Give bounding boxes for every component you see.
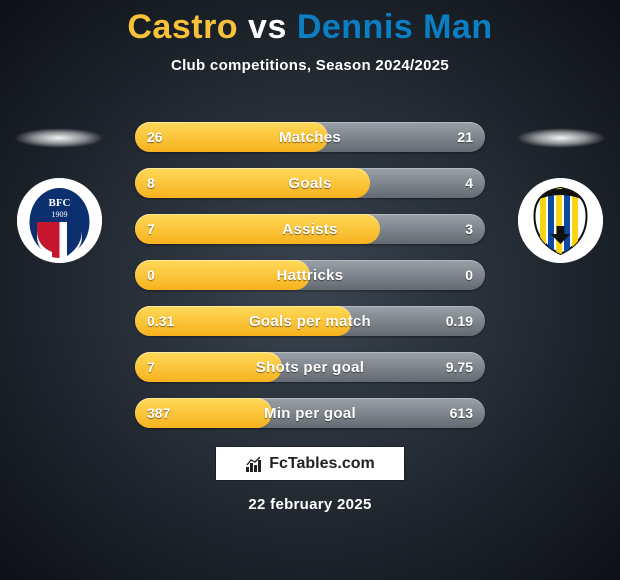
svg-text:BFC: BFC	[49, 197, 71, 209]
stat-right-value: 9.75	[446, 352, 473, 382]
stat-row: 8 Goals 4	[135, 168, 485, 198]
stat-fill	[135, 214, 380, 244]
stat-label: Matches	[279, 129, 341, 146]
club-crest-left: BFC 1909	[17, 178, 102, 263]
stat-label: Min per goal	[264, 405, 356, 422]
stat-left-value: 7	[147, 214, 155, 244]
fctables-logo-icon	[245, 455, 263, 473]
stat-left-value: 0	[147, 260, 155, 290]
club-crest-right	[518, 178, 603, 263]
stat-label: Goals	[288, 175, 331, 192]
svg-text:1909: 1909	[52, 210, 68, 219]
bologna-badge-icon: BFC 1909	[17, 178, 102, 263]
player1-name: Castro	[127, 8, 238, 46]
stat-right-value: 3	[465, 214, 473, 244]
stat-row: 0.31 Goals per match 0.19	[135, 306, 485, 336]
stat-row: 387 Min per goal 613	[135, 398, 485, 428]
stat-row: 7 Shots per goal 9.75	[135, 352, 485, 382]
comparison-title: Castro vs Dennis Man	[0, 0, 620, 47]
crest-shadow-left	[14, 128, 104, 148]
stat-row: 26 Matches 21	[135, 122, 485, 152]
stat-label: Hattricks	[277, 267, 344, 284]
brand-text: FcTables.com	[269, 455, 375, 473]
vs-text: vs	[248, 8, 287, 46]
stat-left-value: 387	[147, 398, 170, 428]
stat-fill	[135, 168, 370, 198]
stat-row: 0 Hattricks 0	[135, 260, 485, 290]
stat-right-value: 4	[465, 168, 473, 198]
stat-right-value: 0	[465, 260, 473, 290]
stat-right-value: 0.19	[446, 306, 473, 336]
crest-shadow-right	[516, 128, 606, 148]
stat-row: 7 Assists 3	[135, 214, 485, 244]
date-text: 22 february 2025	[0, 496, 620, 513]
stat-left-value: 8	[147, 168, 155, 198]
stat-left-value: 7	[147, 352, 155, 382]
stat-left-value: 0.31	[147, 306, 174, 336]
stat-label: Assists	[282, 221, 337, 238]
stat-label: Shots per goal	[256, 359, 364, 376]
player2-name: Dennis Man	[297, 8, 493, 46]
stats-container: 26 Matches 21 8 Goals 4 7 Assists 3 0 Ha…	[135, 122, 485, 444]
subtitle: Club competitions, Season 2024/2025	[0, 57, 620, 74]
stat-label: Goals per match	[249, 313, 371, 330]
brand-box: FcTables.com	[215, 446, 405, 481]
parma-badge-icon	[518, 178, 603, 263]
stat-right-value: 21	[457, 122, 473, 152]
stat-left-value: 26	[147, 122, 163, 152]
stat-right-value: 613	[450, 398, 473, 428]
